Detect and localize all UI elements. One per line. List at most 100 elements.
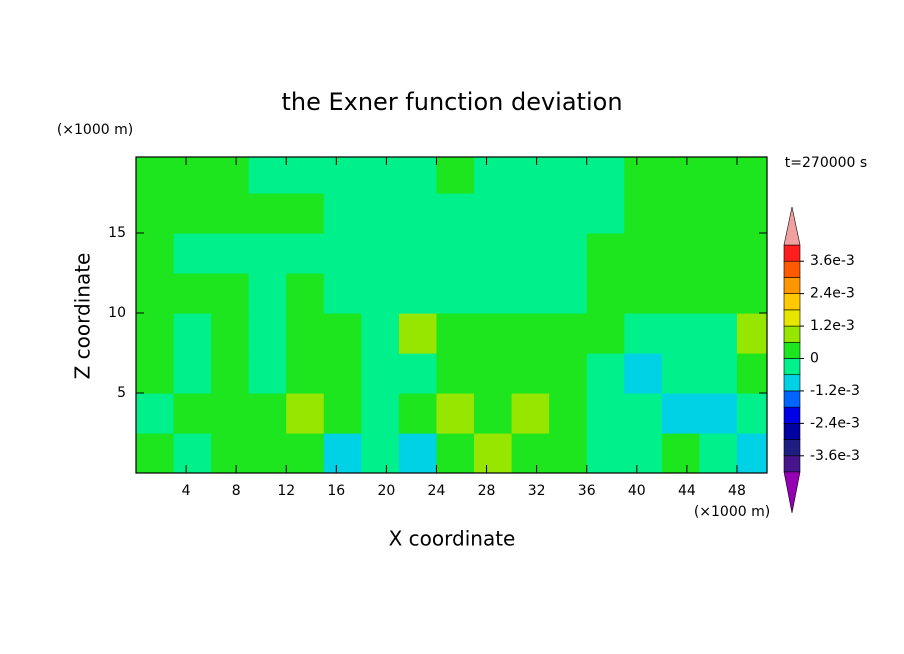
- contour-cell: [136, 313, 175, 354]
- x-tick-label: 44: [678, 483, 696, 499]
- contour-cell: [211, 353, 250, 394]
- x-tick-label: 12: [277, 483, 295, 499]
- contour-cell: [699, 433, 738, 473]
- contour-cell: [211, 393, 250, 434]
- contour-cell: [699, 157, 738, 194]
- x-tick-label: 24: [428, 483, 446, 499]
- contour-cell: [511, 233, 550, 274]
- contour-cell: [549, 157, 588, 194]
- colorbar-tick-label: 3.6e-3: [810, 253, 855, 269]
- contour-cell: [286, 273, 325, 314]
- contour-cell: [699, 353, 738, 394]
- x-tick-label: 16: [327, 483, 345, 499]
- contour-cell: [586, 157, 625, 194]
- x-axis-label: X coordinate: [389, 527, 516, 551]
- colorbar-box: [783, 260, 801, 278]
- contour-cell: [248, 273, 287, 314]
- contour-cell: [211, 157, 250, 194]
- y-unit: (×1000 m): [57, 122, 133, 138]
- contour-cell: [136, 233, 175, 274]
- contour-cell: [248, 157, 287, 194]
- contour-cell: [361, 157, 400, 194]
- contour-cell: [511, 433, 550, 473]
- contour-cell: [661, 393, 700, 434]
- contour-cell: [323, 233, 362, 274]
- contour-cell: [286, 157, 325, 194]
- colorbar-box: [783, 439, 801, 457]
- contour-cell: [136, 393, 175, 434]
- colorbar-tick-label: 0: [810, 351, 819, 367]
- colorbar-tick-label: -2.4e-3: [810, 415, 860, 431]
- contour-cell: [586, 193, 625, 234]
- colorbar-tick-label: -1.2e-3: [810, 383, 860, 399]
- contour-cell: [586, 353, 625, 394]
- contour-cell: [136, 157, 175, 194]
- contour-cell: [323, 273, 362, 314]
- contour-cell: [624, 193, 663, 234]
- x-tick-label: 8: [232, 483, 241, 499]
- contour-cell: [323, 193, 362, 234]
- contour-cell: [398, 233, 438, 274]
- contour-cell: [661, 313, 700, 354]
- contour-cell: [398, 433, 438, 473]
- contour-cell: [624, 393, 663, 434]
- contour-cell: [398, 273, 438, 314]
- contour-cell: [211, 313, 250, 354]
- colorbar-box: [783, 293, 801, 311]
- colorbar-box: [783, 406, 801, 424]
- contour-cell: [323, 157, 362, 194]
- contour-cell: [586, 273, 625, 314]
- contour-cell: [474, 157, 513, 194]
- contour-cell: [586, 313, 625, 354]
- contour-cell: [624, 433, 663, 473]
- y-tick-label: 5: [117, 385, 126, 401]
- contour-cell: [511, 353, 550, 394]
- colorbar-tick-label: 2.4e-3: [810, 286, 855, 302]
- contour-cell: [173, 353, 212, 394]
- contour-cell: [323, 433, 362, 473]
- contour-cell: [661, 353, 700, 394]
- contour-cell: [248, 233, 287, 274]
- contour-cell: [361, 353, 400, 394]
- contour-cell: [436, 157, 475, 194]
- contour-cell: [136, 353, 175, 394]
- contour-cell: [474, 433, 513, 473]
- colorbar-box: [783, 341, 801, 359]
- contour-cell: [361, 233, 400, 274]
- contour-cell: [474, 233, 513, 274]
- contour-cell: [286, 313, 325, 354]
- contour-cell: [173, 313, 212, 354]
- contour-cell: [736, 233, 767, 274]
- x-tick-label: 4: [182, 483, 191, 499]
- contour-cell: [248, 393, 287, 434]
- contour-cell: [474, 193, 513, 234]
- colorbar-over: [783, 206, 801, 246]
- contour-cell: [549, 233, 588, 274]
- colorbar-box: [783, 423, 801, 440]
- contour-cell: [549, 353, 588, 394]
- contour-cell: [436, 233, 475, 274]
- contour-cell: [699, 273, 738, 314]
- contour-cell: [361, 393, 400, 434]
- contour-cell: [436, 393, 475, 434]
- contour-cell: [736, 273, 767, 314]
- contour-cell: [736, 193, 767, 234]
- contour-cell: [136, 433, 175, 473]
- colorbar-tick-label: 1.2e-3: [810, 318, 855, 334]
- contour-cell: [248, 353, 287, 394]
- contour-cell: [361, 193, 400, 234]
- contour-cell: [398, 353, 438, 394]
- colorbar-box: [783, 374, 801, 392]
- x-tick-label: 36: [578, 483, 596, 499]
- contour-cell: [549, 193, 588, 234]
- contour-cell: [211, 433, 250, 473]
- time-label: t=270000 s: [785, 155, 867, 171]
- colorbar-box: [783, 277, 801, 294]
- contour-cell: [586, 233, 625, 274]
- colorbar-box: [783, 358, 801, 376]
- contour-cell: [248, 193, 287, 234]
- contour-cell: [661, 273, 700, 314]
- contour-cell: [211, 193, 250, 234]
- contour-cell: [398, 193, 438, 234]
- contour-cell: [511, 313, 550, 354]
